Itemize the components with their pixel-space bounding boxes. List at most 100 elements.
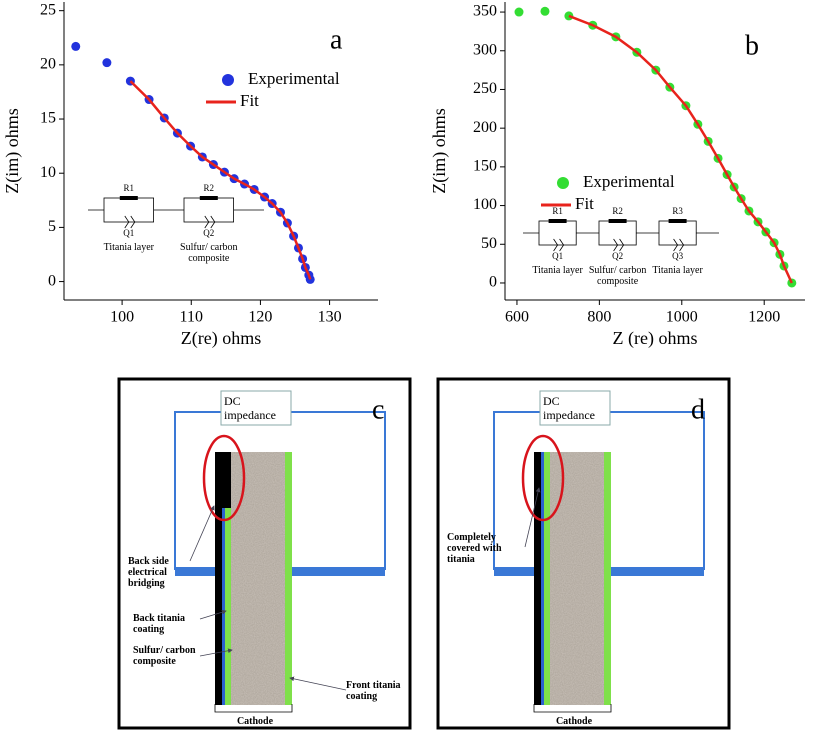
resistor-label: R2 — [204, 183, 215, 193]
circuit-label-box: Sulfur/ carbon composite — [180, 242, 238, 264]
back-contact — [534, 452, 541, 705]
panel-label: b — [745, 30, 759, 61]
circuit-label-box: Titania layer — [532, 265, 583, 276]
circuit-label: Titania layer — [103, 242, 155, 253]
circuit-label: Titania layer — [532, 265, 583, 276]
electrode-label-box: Cathode — [555, 716, 593, 727]
circuit-label-box: Titania layer — [103, 242, 155, 253]
legend-label: Fit — [575, 194, 594, 213]
annotation-box: Back side electrical bridging — [128, 556, 169, 589]
x-axis-label: Z(re) ohms — [181, 328, 261, 349]
diagram-d: DC impedance Cathode d Completely covered w… — [436, 377, 731, 730]
legend-label: Experimental — [248, 69, 340, 88]
resistor — [608, 219, 627, 223]
source-box — [220, 390, 292, 426]
x-tick-label: 130 — [318, 309, 342, 326]
source-label: DC impedance — [224, 394, 276, 422]
highlight — [521, 434, 565, 522]
x-axis-label: Z (re) ohms — [613, 328, 698, 349]
back-blue — [222, 452, 225, 705]
annotation-arrow — [189, 505, 215, 562]
fit-line — [568, 14, 793, 284]
annotation-arrow — [289, 676, 347, 691]
x-tick-label: 800 — [587, 309, 611, 326]
circuit-element — [103, 197, 154, 223]
data-point — [102, 58, 112, 68]
cpe — [553, 238, 565, 252]
x-tick-label: 120 — [248, 309, 272, 326]
resistor — [548, 219, 567, 223]
data-point — [71, 41, 81, 51]
circuit-label: Sulfur/ carbon composite — [588, 265, 647, 287]
y-tick-label: 250 — [473, 80, 497, 97]
circuit-element — [658, 220, 697, 246]
element-label: Q2 — [203, 228, 214, 238]
y-tick-label: 350 — [473, 3, 497, 20]
source-label: DC impedance — [543, 394, 595, 422]
x-tick-label: 1000 — [666, 309, 698, 326]
back-blue — [541, 452, 544, 705]
y-tick-label: 5 — [48, 218, 56, 235]
y-axis-label: Z(im) ohms — [429, 108, 450, 194]
circuit-element — [538, 220, 577, 246]
y-tick-label: 25 — [40, 1, 56, 18]
resistor — [119, 196, 138, 200]
front-titania — [604, 452, 611, 705]
panel-label: d — [691, 394, 705, 425]
bracket — [533, 704, 612, 713]
element-label: Q3 — [672, 251, 683, 261]
source-label-box: DC impedance — [543, 394, 595, 422]
annotation: Back titania coating — [133, 613, 185, 635]
circuit-label: Sulfur/ carbon composite — [180, 242, 238, 264]
circuit-element — [183, 197, 234, 223]
cpe — [673, 238, 685, 252]
circuit-element — [598, 220, 637, 246]
x-tick-label: 110 — [180, 309, 203, 326]
cpe — [613, 238, 625, 252]
composite-grain — [549, 452, 605, 705]
data-point — [540, 6, 550, 16]
annotation-box: Back titania coating — [133, 613, 185, 635]
y-tick-label: 200 — [473, 119, 497, 136]
circuit-label-box: Sulfur/ carbon composite — [588, 265, 647, 287]
annotation: Completely covered with titania — [447, 532, 502, 565]
y-tick-label: 15 — [40, 110, 56, 127]
element-label: Q2 — [612, 251, 623, 261]
bracket — [214, 704, 293, 713]
current-collector — [292, 567, 385, 576]
current-collector — [494, 567, 534, 576]
legend-label: Fit — [240, 91, 259, 110]
legend-swatch — [222, 74, 234, 86]
cpe — [124, 215, 136, 229]
annotation-arrow — [199, 648, 233, 657]
circuit-wire — [493, 411, 705, 570]
bridge — [222, 452, 231, 508]
y-tick-label: 20 — [40, 56, 56, 73]
resistor-label: R1 — [552, 206, 563, 216]
source-box — [539, 390, 611, 426]
resistor-label: R3 — [672, 206, 683, 216]
panel-frame — [436, 377, 731, 730]
back-titania — [544, 452, 550, 705]
y-tick-label: 0 — [48, 272, 56, 289]
y-tick-label: 300 — [473, 41, 497, 58]
circuit-label-box: Titania layer — [652, 265, 702, 276]
highlight — [202, 434, 246, 522]
panel-label: a — [330, 24, 343, 55]
diagram-c: DC impedance Cathode c Back side electrical… — [117, 377, 412, 730]
back-contact — [215, 452, 222, 705]
legend-swatch — [557, 177, 569, 189]
source-label-box: DC impedance — [224, 394, 276, 422]
data-point — [514, 7, 524, 17]
panel-frame — [117, 377, 412, 730]
annotation: Back side electrical bridging — [128, 556, 169, 589]
y-tick-label: 10 — [40, 164, 56, 181]
y-tick-label: 0 — [489, 274, 497, 291]
annotation-box: Completely covered with titania — [447, 532, 502, 565]
electrode-label: Cathode — [555, 716, 593, 727]
annotation-arrow — [199, 609, 227, 620]
electrode-label: Cathode — [236, 716, 274, 727]
x-tick-label: 100 — [110, 309, 134, 326]
x-tick-label: 600 — [505, 309, 529, 326]
current-collector — [175, 567, 215, 576]
